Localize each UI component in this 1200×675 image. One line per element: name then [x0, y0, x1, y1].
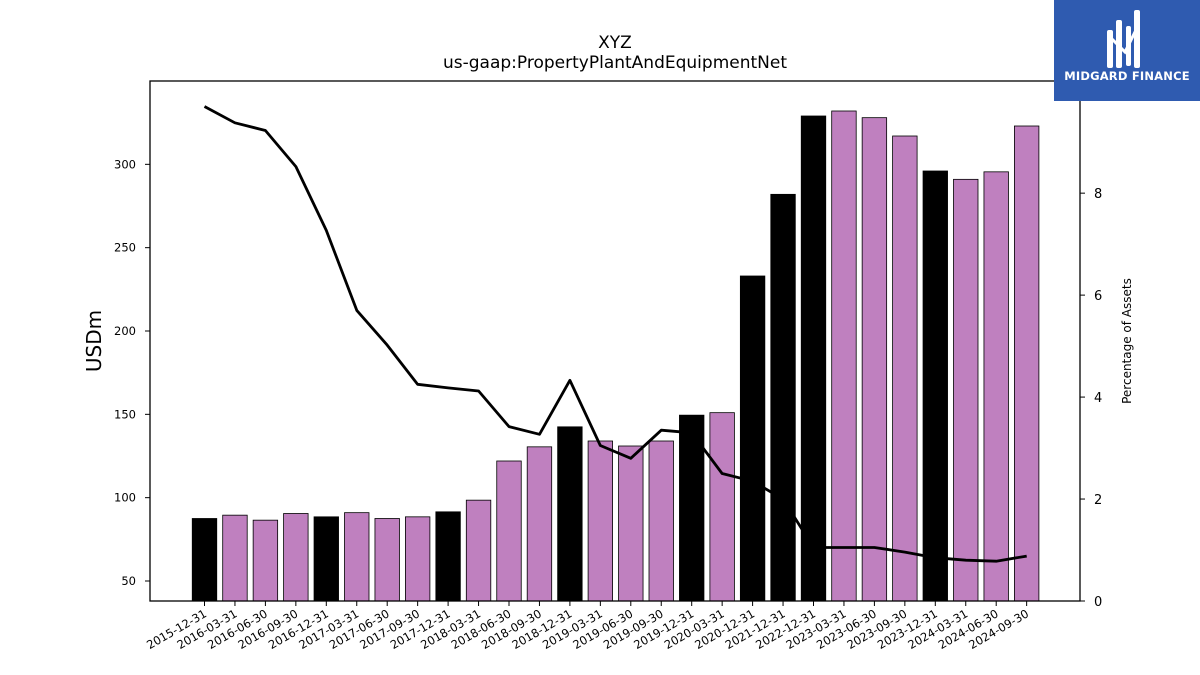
bar [892, 135, 918, 602]
bar [953, 178, 979, 602]
chart-subtitle: us-gaap:PropertyPlantAndEquipmentNet [443, 53, 787, 73]
y2-tick-label: 0 [1094, 595, 1102, 610]
y2-tick-label: 4 [1094, 391, 1102, 406]
y-tick-label: 100 [114, 491, 136, 505]
bar [861, 117, 888, 602]
bar [283, 513, 309, 602]
bar [526, 446, 553, 602]
y-tick-label: 50 [121, 574, 136, 588]
bar [679, 414, 705, 602]
bar [983, 171, 1009, 602]
bar [496, 460, 522, 602]
y2-axis-label: Percentage of Assets [1120, 278, 1134, 404]
bar [618, 445, 644, 602]
bar [739, 275, 766, 602]
y-tick-label: 200 [114, 324, 136, 338]
logo-text: MIDGARD FINANCE [1064, 69, 1190, 83]
midgard-finance-logo: MIDGARD FINANCE [1054, 0, 1200, 101]
bar [435, 511, 461, 602]
bar [922, 170, 948, 602]
midgard-logo-icon [1107, 10, 1140, 68]
y-axis-label: USDm [82, 310, 106, 372]
bar [831, 110, 857, 602]
bar [770, 193, 796, 602]
bar [191, 518, 218, 602]
plot-area: 50100150200250300024682015-12-312016-03-… [114, 80, 1102, 652]
bar [374, 518, 400, 602]
bar [313, 516, 339, 602]
y-tick-label: 250 [114, 241, 136, 255]
y2-tick-label: 6 [1094, 289, 1102, 304]
y-tick-label: 150 [114, 407, 136, 421]
chart-title: XYZ [598, 33, 632, 53]
bar [252, 519, 279, 602]
bar [465, 499, 492, 602]
bar [648, 440, 674, 602]
bar [587, 440, 613, 602]
bar [404, 516, 431, 602]
bar [1014, 125, 1040, 602]
plot-frame [149, 80, 1081, 602]
y2-tick-label: 2 [1094, 493, 1102, 508]
bar [800, 115, 827, 602]
bar [709, 412, 735, 602]
bar [222, 514, 248, 602]
y2-tick-label: 8 [1094, 187, 1102, 202]
y-tick-label: 300 [114, 157, 136, 171]
bar [557, 426, 583, 602]
line-series-percentage [203, 105, 1027, 563]
bar [344, 512, 370, 602]
